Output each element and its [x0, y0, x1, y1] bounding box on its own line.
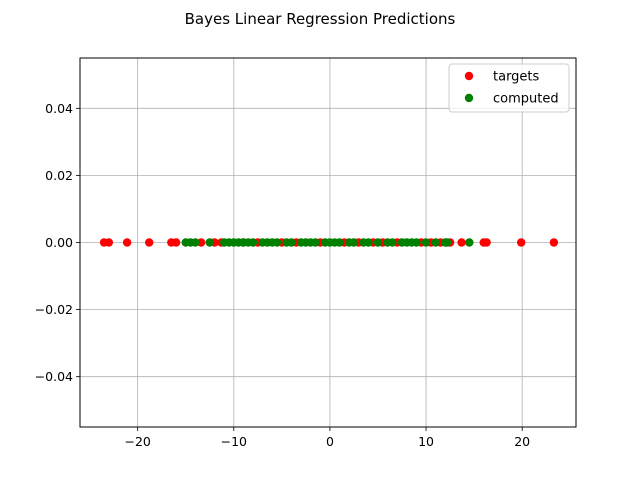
computed-point: [248, 238, 258, 247]
y-tick-label: 0.02: [45, 168, 73, 183]
y-tick-label: 0.00: [45, 235, 73, 250]
legend: targets computed: [448, 63, 570, 113]
computed-point: [465, 238, 474, 247]
axes: −20 −10 0 10 20 −0.04 −0.02 0.00 0.02 0.04: [35, 101, 530, 449]
computed-point: [335, 238, 344, 247]
x-tick-label: −20: [124, 434, 150, 449]
targets-point: [482, 238, 491, 247]
computed-point: [349, 238, 359, 247]
computed-point: [205, 238, 214, 247]
x-tick-label: 10: [418, 434, 434, 449]
computed-point: [272, 238, 282, 247]
targets-point: [517, 238, 526, 247]
y-tick-label: 0.04: [45, 101, 73, 116]
targets-point: [122, 238, 132, 247]
x-tick-label: −10: [221, 434, 247, 449]
targets-point: [104, 238, 114, 247]
legend-box: [448, 63, 570, 113]
targets-point: [196, 238, 206, 247]
targets-point: [457, 238, 466, 247]
computed-point: [311, 238, 320, 247]
targets-point: [171, 238, 181, 247]
legend-label-computed: computed: [493, 92, 559, 107]
chart-title: Bayes Linear Regression Predictions: [185, 10, 456, 28]
computed-point: [442, 238, 452, 247]
computed-point: [421, 238, 431, 247]
legend-marker-targets: [464, 71, 474, 81]
data-points: [99, 238, 559, 247]
computed-point: [412, 238, 421, 247]
computed-point: [388, 238, 397, 247]
legend-marker-computed: [464, 93, 474, 103]
targets-point: [145, 238, 154, 247]
computed-point: [373, 238, 383, 247]
computed-point: [364, 238, 373, 247]
targets-point: [549, 238, 559, 247]
y-tick-label: −0.02: [35, 302, 73, 317]
y-tick-label: −0.04: [35, 369, 73, 384]
computed-point: [191, 238, 200, 247]
computed-point: [287, 238, 296, 247]
legend-label-targets: targets: [493, 70, 540, 85]
x-tick-label: 20: [514, 434, 530, 449]
x-tick-label: 0: [326, 434, 334, 449]
computed-point: [431, 238, 440, 247]
